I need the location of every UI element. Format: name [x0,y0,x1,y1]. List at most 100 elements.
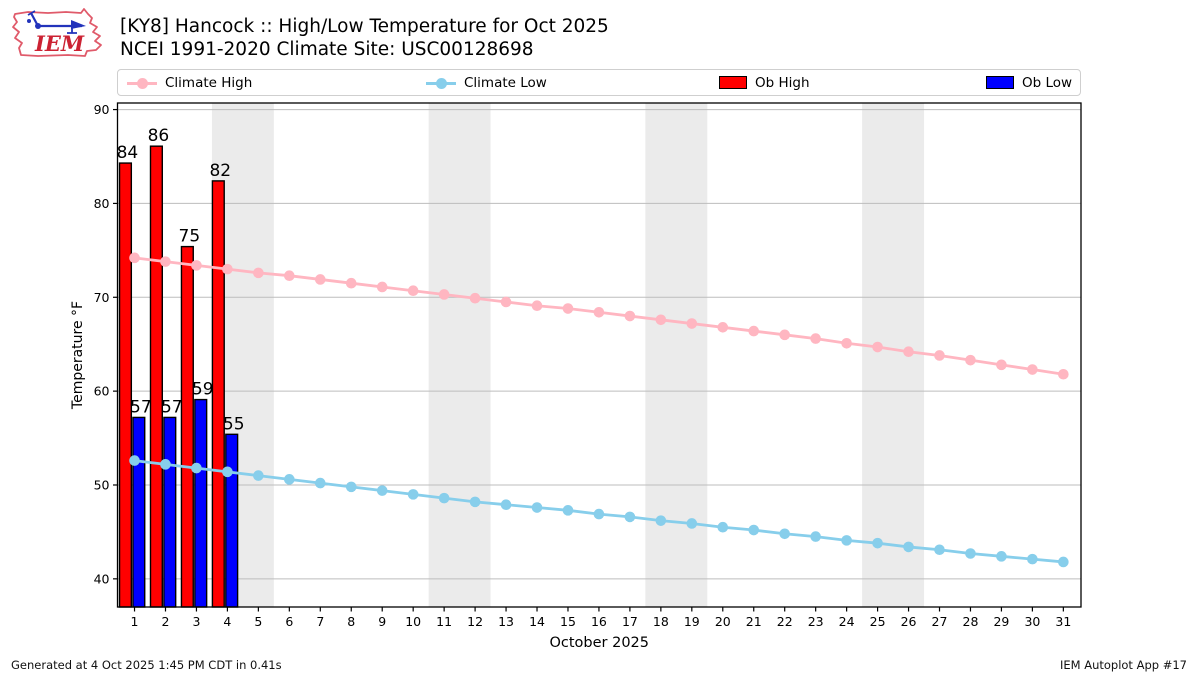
x-tick-label: 31 [1055,614,1071,629]
x-tick-label: 22 [777,614,793,629]
climate-low-marker [903,541,914,553]
legend-label: Climate Low [464,74,547,91]
climate-high-marker [253,267,264,279]
vane-dot [27,19,31,23]
x-tick-label: 27 [932,614,948,629]
title-line-2: NCEI 1991-2020 Climate Site: USC00128698 [120,39,534,60]
ob-high-bar-label: 82 [209,161,231,181]
x-tick-label: 1 [131,614,139,629]
legend-item-climate-high: Climate High [127,70,252,95]
climate-high-marker [284,270,295,281]
climate-low-marker [284,474,295,485]
ob-low-bar [163,416,177,608]
y-tick-label: 80 [94,196,110,211]
x-tick-label: 20 [715,614,731,629]
climate-high-marker [1058,368,1069,380]
ob-high-bar [149,145,163,608]
x-tick-label: 30 [1024,614,1040,629]
climate-high-marker [129,252,140,264]
climate-low-marker [965,548,976,559]
climate-high-marker [469,292,481,304]
legend-line-marker [426,77,456,89]
climate-high-marker [314,274,326,285]
climate-low-marker [779,528,791,540]
x-tick-label: 28 [963,614,979,629]
climate-low-marker [314,477,326,489]
climate-high-marker [841,337,852,349]
x-tick-label: 9 [378,614,386,629]
climate-low-marker [562,505,574,516]
climate-high-marker [376,281,388,293]
x-tick-label: 13 [498,614,514,629]
climate-high-marker [903,346,914,358]
x-tick-label: 26 [901,614,917,629]
y-tick-label: 50 [94,477,110,492]
climate-high-marker [500,296,512,308]
y-tick-label: 70 [94,290,110,305]
x-tick-label: 19 [684,614,700,629]
climate-low-marker [253,470,264,481]
y-tick-label: 60 [94,384,110,399]
iem-logo: IEM [12,8,102,57]
climate-low-marker [531,502,543,513]
climate-high-marker [810,333,821,344]
ob-high-bar [211,180,225,608]
climate-high-marker [562,303,574,314]
page-title: [KY8] Hancock :: High/Low Temperature fo… [120,15,609,61]
ob-low-bar-label: 59 [192,380,214,400]
climate-high-marker [191,260,202,271]
x-tick-label: 21 [746,614,762,629]
climate-high-marker [872,341,883,353]
climate-high-marker [965,354,976,366]
ob-high-bar-label: 86 [148,126,170,146]
climate-high-marker [779,329,791,341]
climate-high-marker [222,263,233,275]
x-tick-label: 3 [192,614,200,629]
x-tick-label: 25 [870,614,886,629]
climate-low-marker [407,489,419,500]
x-tick-label: 4 [223,614,231,629]
climate-low-marker [655,515,667,526]
y-tick-label: 90 [94,102,110,117]
iem-logo-text: IEM [34,31,85,56]
weekend-band [428,103,491,607]
climate-low-marker [129,455,140,466]
climate-high-marker [160,256,171,267]
legend-label: Ob High [755,74,810,91]
x-tick-label: 2 [162,614,170,629]
climate-low-marker [191,462,202,474]
x-tick-label: 16 [591,614,607,629]
climate-high-marker [1027,364,1038,375]
x-tick-label: 15 [560,614,576,629]
legend-item-climate-low: Climate Low [426,70,547,95]
ob-low-bar [225,433,239,608]
climate-low-marker [345,481,357,493]
climate-low-marker [996,551,1007,562]
climate-low-marker [593,508,605,520]
title-line-1: [KY8] Hancock :: High/Low Temperature fo… [120,16,609,37]
legend: Climate High Climate Low Ob High Ob Low [117,69,1081,96]
x-tick-label: 8 [347,614,355,629]
climate-low-marker [841,535,852,546]
ob-low-bar [132,416,146,608]
legend-patch-marker [986,76,1014,89]
ob-high-bar [118,162,133,608]
climate-low-marker [934,544,945,556]
climate-low-marker [810,531,821,542]
weekend-band [862,103,925,607]
climate-high-marker [655,314,667,326]
legend-label: Climate High [165,74,253,91]
climate-low-marker [1058,556,1069,568]
climate-low-marker [500,499,512,510]
climate-low-marker [686,518,698,529]
ob-low-bar-label: 57 [130,397,152,417]
climate-high-marker [407,285,419,297]
climate-high-marker [748,325,760,337]
footer-generated-text: Generated at 4 Oct 2025 1:45 PM CDT in 0… [11,658,282,672]
climate-high-marker [624,310,636,322]
x-tick-label: 6 [285,614,293,629]
climate-low-marker [748,524,760,536]
y-tick-label: 40 [94,571,110,586]
ob-high-bar-label: 84 [117,143,139,163]
